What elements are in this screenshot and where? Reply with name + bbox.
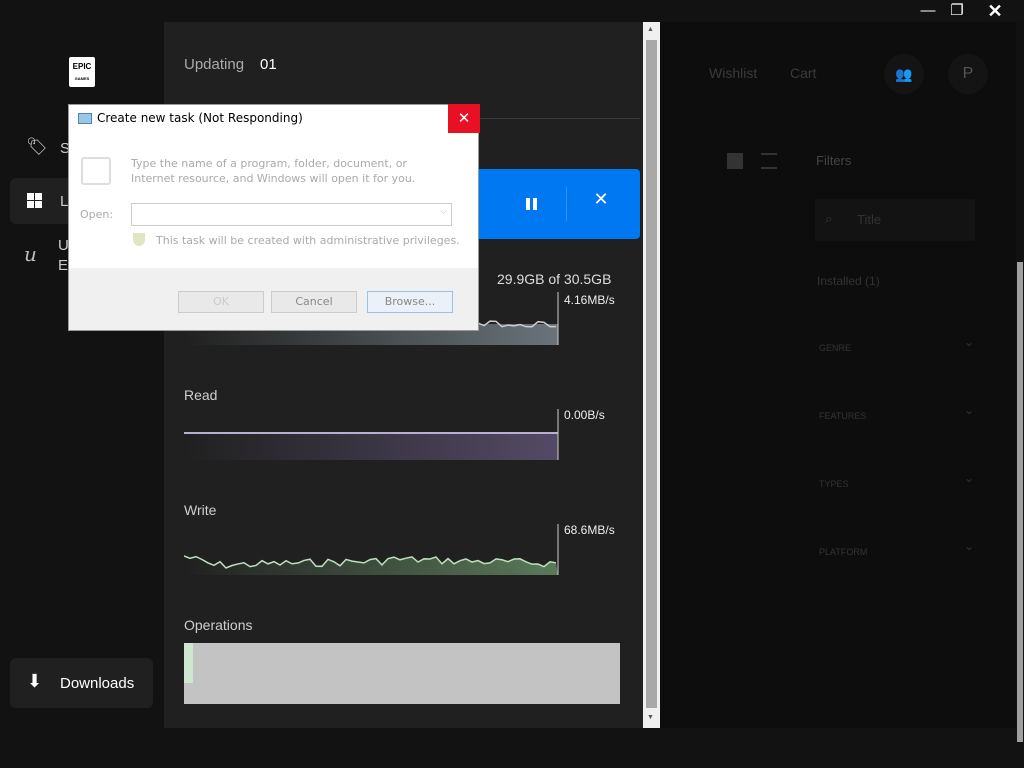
size-progress: 29.9GB of 30.5GB	[497, 271, 612, 287]
downloads-button[interactable]: ⬇ Downloads	[10, 658, 153, 708]
pause-button[interactable]	[484, 169, 554, 239]
panel-scrollbar[interactable]: ▲ ▼	[643, 22, 660, 728]
grid-view-icon[interactable]	[727, 153, 743, 169]
sidebar-item-store[interactable]: 🏷 S	[10, 125, 160, 171]
operations-label: Operations	[184, 617, 253, 633]
pause-icon	[526, 198, 530, 210]
chevron-down-icon: ⌄	[963, 471, 974, 485]
close-icon: ✕	[457, 109, 471, 127]
installed-filter[interactable]: Installed (1)	[817, 274, 880, 288]
read-label: Read	[184, 387, 218, 403]
operations-bar	[184, 643, 193, 683]
download-icon: ⬇	[27, 671, 43, 691]
tag-icon: 🏷	[26, 137, 48, 156]
run-icon	[78, 113, 92, 124]
write-graph-line	[184, 555, 557, 569]
program-icon	[81, 157, 111, 185]
chevron-down-icon[interactable]: ⌵	[440, 207, 447, 217]
read-rate: 0.00B/s	[564, 408, 605, 422]
friends-button[interactable]: 👥	[884, 54, 924, 94]
chevron-down-icon: ⌄	[963, 539, 974, 553]
write-label: Write	[184, 502, 217, 518]
downloads-label: Downloads	[60, 675, 135, 692]
create-task-dialog: Create new task (Not Responding) ✕ Type …	[68, 104, 480, 331]
x-icon: ✕	[593, 189, 609, 209]
filter-group-platform[interactable]: PLATFORM ⌄	[819, 539, 974, 562]
admin-note: This task will be created with administr…	[156, 234, 460, 247]
browse-button[interactable]: Browse...	[367, 291, 453, 313]
list-view-icon[interactable]	[761, 153, 777, 169]
filter-group-label: GENRE	[819, 343, 852, 353]
scroll-down-icon[interactable]: ▼	[647, 714, 654, 721]
dialog-title: Create new task (Not Responding)	[97, 111, 303, 125]
read-graph-fill	[184, 433, 558, 460]
sidebar-item-label: S	[60, 140, 71, 157]
sidebar-item-unreal[interactable]: u U E	[10, 232, 160, 278]
page-scrollbar[interactable]	[1016, 22, 1024, 742]
chevron-down-icon: ⌄	[963, 403, 974, 417]
scrollbar-thumb[interactable]	[1017, 262, 1023, 742]
scroll-up-icon[interactable]: ▲	[647, 26, 654, 33]
filter-group-features[interactable]: FEATURES ⌄	[819, 403, 974, 426]
friends-icon: 👥	[895, 66, 913, 82]
open-label: Open:	[80, 208, 114, 221]
wishlist-link[interactable]: Wishlist	[709, 65, 758, 81]
search-placeholder: Title	[857, 212, 882, 227]
library-area: Wishlist Cart 👥 P Filters ⌕ Title Instal…	[660, 22, 1016, 728]
filter-group-label: TYPES	[819, 479, 849, 489]
network-rate: 4.16MB/s	[564, 293, 615, 307]
shield-icon	[133, 233, 145, 246]
filter-group-types[interactable]: TYPES ⌄	[819, 471, 974, 494]
update-count: 01	[260, 56, 277, 73]
title-bar	[0, 0, 1024, 22]
write-graph-fill	[184, 555, 558, 575]
cancel-download-button[interactable]: ✕	[584, 189, 618, 219]
dialog-close-button[interactable]: ✕	[448, 104, 480, 133]
write-rate: 68.6MB/s	[564, 523, 615, 537]
title-search-input[interactable]: ⌕ Title	[815, 199, 975, 241]
search-icon: ⌕	[825, 211, 833, 226]
grid-icon	[27, 193, 42, 208]
open-input[interactable]: ⌵	[131, 203, 452, 226]
cancel-button[interactable]: Cancel	[271, 291, 357, 313]
close-button[interactable]: ✕	[987, 1, 1003, 21]
cart-link[interactable]: Cart	[790, 65, 817, 81]
divider	[566, 187, 567, 221]
operations-graph	[184, 643, 620, 704]
sidebar-item-label: U E	[58, 237, 69, 274]
sidebar-item-label: L	[60, 193, 69, 210]
minimize-button[interactable]: —	[920, 2, 936, 19]
network-graph-line	[465, 320, 557, 328]
restore-button[interactable]: ❐	[950, 2, 964, 19]
filter-group-label: PLATFORM	[819, 547, 868, 557]
panel-title: Updating	[184, 56, 245, 73]
dialog-footer: OK Cancel Browse...	[69, 268, 478, 330]
epic-logo: EPIC GAMES	[69, 57, 95, 87]
dialog-description: Type the name of a program, folder, docu…	[131, 157, 416, 185]
ok-button[interactable]: OK	[178, 291, 264, 313]
avatar[interactable]: P	[948, 54, 988, 94]
chevron-down-icon: ⌄	[963, 335, 974, 349]
filter-group-genre[interactable]: GENRE ⌄	[819, 335, 974, 358]
unreal-icon: u	[24, 242, 37, 266]
filter-group-label: FEATURES	[819, 411, 867, 421]
scrollbar-thumb[interactable]	[646, 40, 657, 708]
filters-title: Filters	[816, 153, 852, 168]
